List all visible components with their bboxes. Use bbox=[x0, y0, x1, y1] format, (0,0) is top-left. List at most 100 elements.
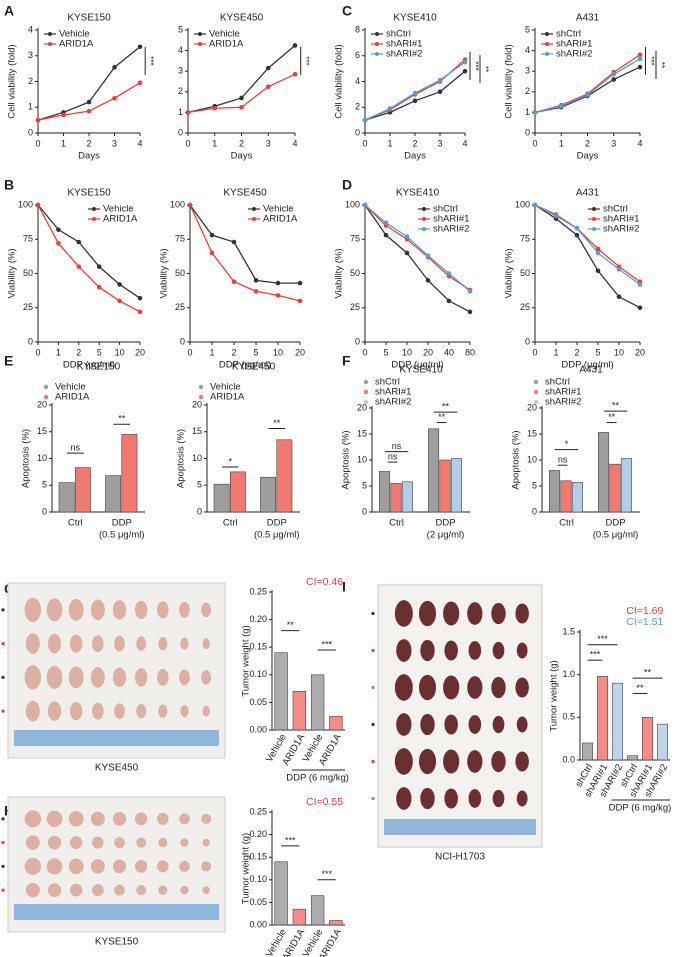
bar bbox=[611, 682, 624, 761]
tumor bbox=[157, 812, 169, 825]
group-marker bbox=[1, 841, 5, 845]
legend-label: ARID1A bbox=[55, 392, 90, 403]
tumor bbox=[443, 675, 460, 700]
legend-label: shARI#1 bbox=[556, 39, 592, 50]
data-point bbox=[637, 56, 643, 62]
x-tick-label: 4 bbox=[292, 138, 297, 148]
tumor bbox=[92, 836, 104, 849]
y-tick-label: 1 bbox=[28, 102, 33, 112]
data-point bbox=[187, 202, 193, 208]
legend-marker bbox=[363, 379, 369, 385]
y-tick-label: 100 bbox=[170, 199, 185, 209]
tumor bbox=[157, 668, 169, 686]
chart-title: KYSE410 bbox=[396, 188, 440, 199]
tumor bbox=[157, 601, 169, 619]
y-axis-label: Cell viability (fold) bbox=[504, 44, 515, 118]
data-point bbox=[239, 95, 244, 101]
data-point bbox=[362, 202, 368, 208]
x-tick-label: 10 bbox=[273, 347, 283, 357]
panel-label: A bbox=[4, 3, 14, 19]
data-point bbox=[637, 52, 643, 58]
x-tick-label: 4 bbox=[637, 138, 642, 148]
y-tick-label: 5 bbox=[178, 24, 183, 34]
tumor bbox=[68, 666, 84, 689]
x-tick-label: 4 bbox=[137, 138, 142, 148]
tumor bbox=[492, 715, 505, 734]
bar bbox=[626, 755, 639, 761]
y-tick-label: 75 bbox=[23, 234, 33, 244]
x-tick-label: 10 bbox=[115, 347, 125, 357]
x-tick-label: 3 bbox=[266, 138, 271, 148]
bar bbox=[329, 920, 343, 926]
bar bbox=[379, 471, 391, 513]
legend-marker bbox=[545, 42, 549, 46]
tumor bbox=[180, 838, 189, 847]
x-axis-label: DDP (μg/ml) bbox=[391, 360, 443, 371]
data-point bbox=[292, 71, 298, 77]
legend-marker bbox=[43, 394, 49, 400]
legend-marker bbox=[592, 227, 596, 231]
tumor bbox=[114, 635, 125, 652]
data-point bbox=[462, 68, 468, 74]
panel-label: I bbox=[342, 579, 346, 595]
tumor bbox=[134, 859, 148, 873]
significance: ** bbox=[608, 412, 616, 422]
y-tick-label: 3 bbox=[178, 66, 183, 76]
tumor bbox=[90, 667, 105, 688]
data-point bbox=[362, 117, 368, 123]
y-tick-label: 4 bbox=[178, 45, 183, 55]
data-point bbox=[185, 110, 191, 115]
legend-marker bbox=[533, 389, 539, 395]
tumor bbox=[444, 788, 458, 809]
data-point bbox=[209, 250, 215, 256]
chart-title: KYSE150 bbox=[67, 13, 111, 24]
significance: ** bbox=[118, 414, 126, 424]
y-tick-label: 0 bbox=[355, 127, 360, 137]
ruler bbox=[384, 819, 536, 835]
data-point bbox=[292, 43, 298, 48]
legend-marker bbox=[252, 207, 256, 211]
y-axis-label: Cell viability (fold) bbox=[7, 44, 18, 118]
bar bbox=[598, 432, 610, 513]
data-point bbox=[275, 280, 281, 286]
group-label: DDP (6 mg/kg) bbox=[286, 773, 349, 784]
tumor bbox=[136, 703, 147, 719]
y-tick-label: 100 bbox=[515, 199, 530, 209]
y-tick-label: 100 bbox=[345, 199, 360, 209]
tumor bbox=[112, 600, 127, 620]
ci-label: CI=0.46 bbox=[306, 576, 343, 588]
y-tick-label: 0.25 bbox=[249, 806, 267, 816]
tumor bbox=[114, 837, 125, 849]
legend-label: ARID1A bbox=[103, 214, 138, 225]
legend-label: shCtrl bbox=[433, 204, 458, 215]
data-point bbox=[137, 295, 143, 301]
tumor bbox=[394, 674, 413, 701]
x-tick-label: Ctrl bbox=[68, 518, 83, 529]
x-tick-label: 0 bbox=[532, 138, 537, 148]
tumor bbox=[468, 715, 482, 734]
bar bbox=[121, 434, 138, 513]
y-tick-label: 15 bbox=[357, 428, 367, 438]
tumor bbox=[47, 701, 62, 721]
dose-label: (0.5 μg/ml) bbox=[593, 530, 639, 541]
x-tick-label: 4 bbox=[462, 138, 467, 148]
x-tick-label: 3 bbox=[611, 138, 616, 148]
tumor bbox=[418, 674, 437, 701]
data-point bbox=[137, 80, 143, 86]
legend-label: shARI#2 bbox=[375, 397, 411, 408]
legend-marker bbox=[43, 384, 49, 390]
y-tick-label: 0 bbox=[355, 336, 360, 346]
tumor bbox=[420, 713, 435, 736]
bar bbox=[620, 458, 632, 513]
data-point bbox=[209, 232, 215, 238]
data-point bbox=[56, 241, 61, 246]
series-line bbox=[189, 204, 300, 284]
x-tick-label: 1 bbox=[61, 138, 66, 148]
legend-marker bbox=[363, 389, 369, 395]
data-point bbox=[112, 65, 117, 70]
tumor bbox=[515, 751, 529, 772]
group-marker bbox=[1, 675, 5, 679]
x-tick-label: DDP bbox=[112, 518, 132, 529]
y-axis-label: Viability (%) bbox=[504, 249, 515, 299]
x-tick-label: 2 bbox=[86, 138, 91, 148]
